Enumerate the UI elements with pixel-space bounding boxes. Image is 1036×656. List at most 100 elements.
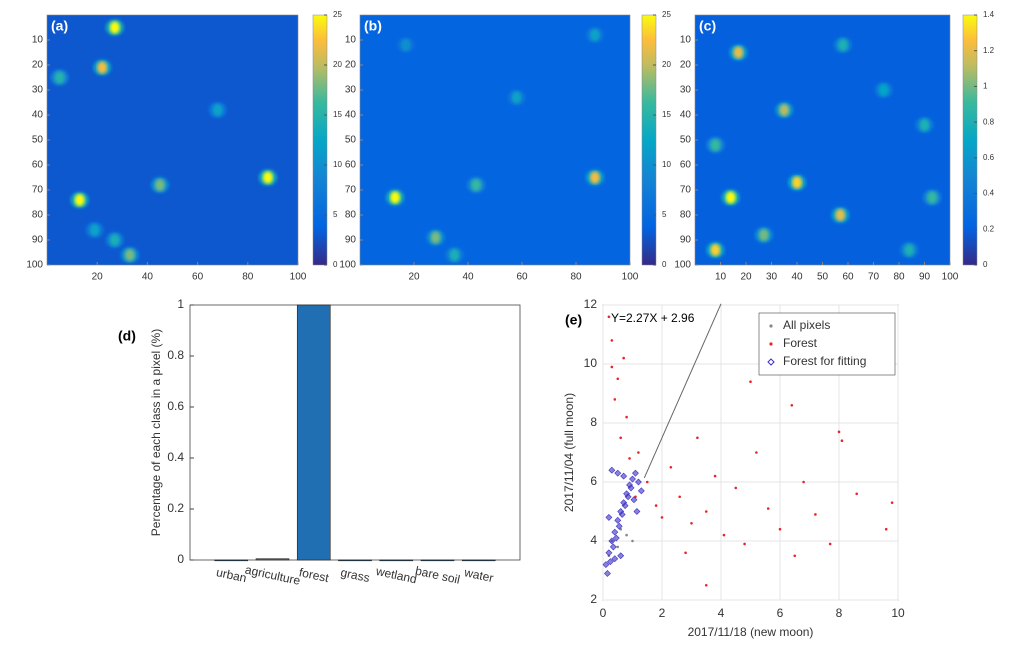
x-tick-label: 60 [516,272,528,283]
legend-marker [769,342,773,346]
legend-box [758,312,896,376]
hotspot [904,244,915,256]
colorbar-tick-label: 1 [983,82,988,91]
annotation: Y=2.27X + 2.96 [611,311,695,325]
point [606,558,614,566]
point [678,495,681,499]
hotspot [400,39,411,51]
y-tick-label: 100 [674,260,691,271]
x-tick-label: 90 [919,272,931,283]
y-tick-label: 50 [32,135,44,146]
hotspot [109,21,120,34]
point [630,496,638,504]
y-tick-label: 60 [345,160,357,171]
point [624,493,632,501]
y-tick-label: 60 [32,160,44,171]
x-tick-label: 40 [462,272,474,283]
hotspot [154,179,165,191]
x-tick-label: grass [339,565,371,585]
colorbar-tick-label: 0.4 [983,189,995,198]
x-tick-label: wetland [374,564,418,587]
x-tick-label: 6 [777,606,784,620]
point [608,466,616,474]
hotspot [589,171,600,184]
hotspot [449,249,460,261]
y-tick-label: 6 [590,474,597,488]
point [625,533,628,537]
colorbar-tick-label: 0 [333,260,338,269]
point [637,487,645,495]
y-tick-label: 40 [680,110,692,121]
point [619,436,622,440]
x-tick-label: water [462,565,495,585]
y-tick-label: 100 [26,260,43,271]
y-tick-label: 100 [339,260,356,271]
y-tick-label: 30 [345,85,357,96]
x-tick-label: 100 [290,272,307,283]
point [633,508,641,515]
colorbar-tick-label: 10 [333,160,342,169]
point [610,365,614,369]
y-tick-label: 20 [345,60,357,71]
y-tick-label: 10 [32,35,44,46]
point [609,543,617,551]
heatmap-cells [706,37,942,258]
heatmap-cells [50,19,277,263]
point [634,478,642,486]
panel-label: (e) [565,312,582,328]
bar [214,559,249,562]
point [645,480,649,484]
point [625,415,628,419]
colorbar-tick-label: 20 [662,60,671,69]
bar [420,559,455,562]
x-tick-label: 80 [893,272,905,283]
y-tick-label: 40 [345,110,357,121]
point [622,356,625,360]
y-tick-label: 10 [584,356,598,370]
colorbar-tick-label: 0.6 [983,153,995,162]
point [620,472,628,480]
colorbar-tick-label: 0.2 [983,224,995,233]
y-tick-label: 0 [177,552,184,566]
x-axis-label: 2017/11/18 (new moon) [688,625,814,639]
y-tick-label: 90 [345,235,357,246]
colorbar-tick-label: 1.2 [983,46,995,55]
hotspot [710,139,721,151]
panel-label: (c) [699,18,716,34]
y-tick-label: 60 [680,160,692,171]
point [802,480,805,484]
bar [255,558,290,561]
point [743,542,746,546]
point [722,533,726,537]
y-axis-label: 2017/11/04 (full moon) [562,393,576,512]
point [616,545,620,549]
point [628,457,631,460]
y-tick-label: 80 [345,210,357,221]
y-tick-label: 1 [177,297,184,311]
x-tick-label: 8 [836,606,843,620]
point [837,430,841,434]
colorbar-tick-label: 15 [662,110,671,119]
point [613,398,617,401]
x-tick-label: 20 [92,272,104,283]
colorbar-tick-label: 5 [662,210,667,219]
colorbar [312,14,328,266]
y-tick-label: 30 [680,85,692,96]
y-tick-label: 0.4 [167,450,184,464]
x-tick-label: 0 [600,606,607,620]
colorbar-tick-label: 0 [662,260,667,269]
x-tick-label: 10 [891,606,905,620]
hotspot [109,234,120,246]
point [607,315,611,319]
point [615,522,623,530]
point [755,451,758,454]
x-tick-label: 10 [715,272,727,283]
y-tick-label: 70 [345,185,357,196]
y-tick-label: 20 [32,60,44,71]
x-tick-label: bare soil [414,564,461,587]
hotspot [919,119,930,131]
colorbar [962,14,978,266]
x-tick-label: 20 [408,272,420,283]
y-tick-label: 20 [680,60,692,71]
